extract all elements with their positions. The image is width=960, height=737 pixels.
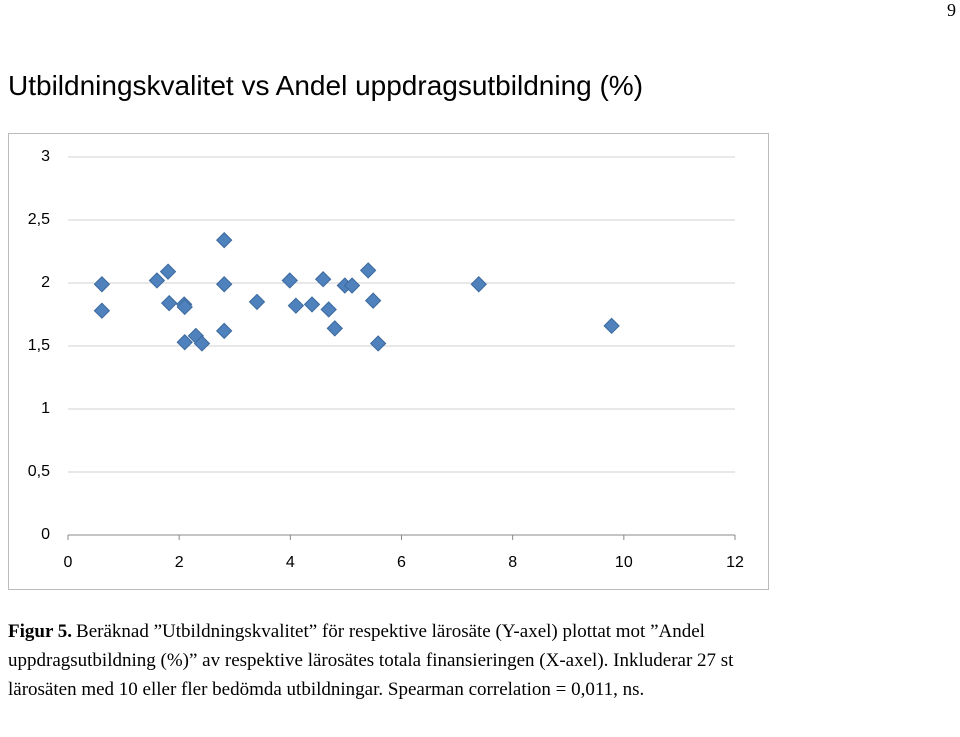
point: [215, 276, 233, 293]
caption-text: Beräknad ”Utbildningskvalitet” för respe…: [8, 621, 734, 700]
x-tick-label: 12: [726, 554, 744, 571]
y-tick-label: 0,5: [28, 463, 50, 480]
point: [320, 301, 337, 318]
point: [303, 296, 321, 313]
chart: 0 0,5 1 1,5 2 2,5 3 0 2 4 6 8 10 12: [8, 133, 769, 590]
point: [470, 276, 487, 293]
point: [343, 277, 361, 294]
point: [93, 276, 111, 293]
chart-title: Utbildningskvalitet vs Andel uppdragsutb…: [8, 70, 644, 101]
y-tick-label: 1: [41, 400, 50, 417]
x-tick-label: 0: [64, 554, 73, 571]
point: [369, 335, 387, 352]
point: [215, 322, 233, 340]
y-tick-label: 3: [41, 148, 50, 165]
point: [281, 272, 298, 289]
point: [603, 317, 620, 335]
chart-frame: [8, 133, 769, 590]
y-tick-label: 0: [41, 526, 50, 543]
x-tick-label: 4: [286, 554, 295, 571]
y-tick-label: 2,5: [28, 211, 50, 228]
point: [364, 292, 382, 309]
point: [359, 262, 377, 279]
point: [314, 271, 332, 288]
point: [160, 294, 178, 312]
point: [326, 320, 344, 337]
point: [176, 334, 193, 351]
point: [215, 231, 233, 249]
page-number: 9: [947, 0, 956, 20]
point: [193, 335, 211, 352]
y-tick-label: 2: [41, 274, 50, 291]
caption: Figur 5. Beräknad ”Utbildningskvalitet” f…: [8, 617, 778, 704]
point: [93, 302, 111, 319]
point: [148, 272, 166, 289]
caption-label: Figur 5.: [8, 621, 73, 642]
y-tick-label: 1,5: [28, 337, 50, 354]
x-tick-label: 10: [615, 554, 633, 571]
point: [248, 293, 266, 311]
point: [287, 297, 305, 314]
x-tick-label: 8: [508, 554, 517, 571]
point: [159, 263, 177, 280]
x-tick-label: 6: [397, 554, 406, 571]
x-tick-label: 2: [175, 554, 184, 571]
point: [176, 298, 193, 316]
